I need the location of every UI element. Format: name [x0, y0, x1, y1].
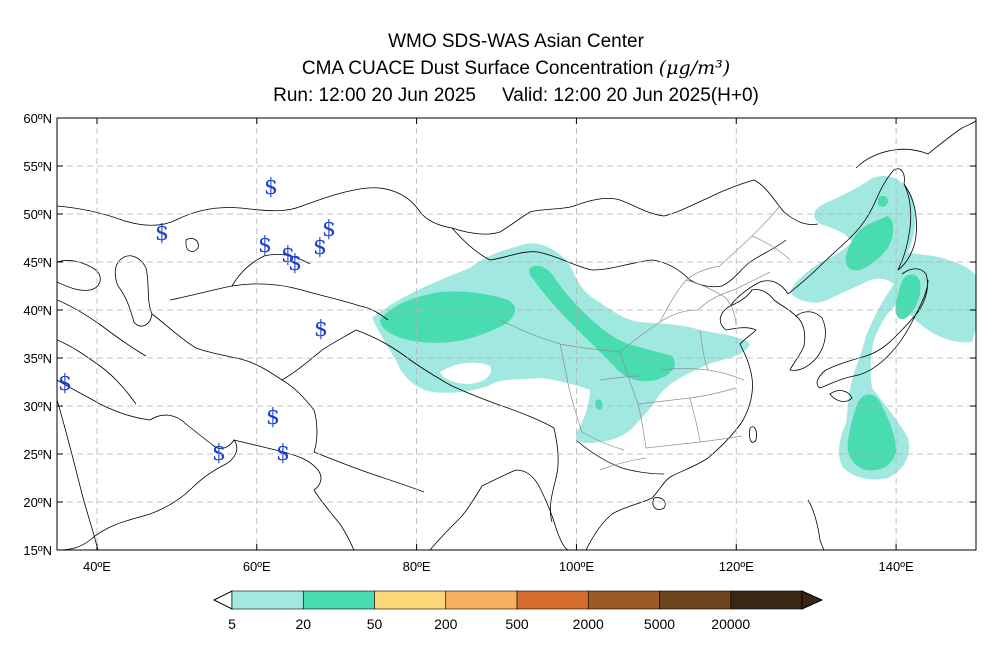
lat-tick-label: 35ºN — [23, 351, 52, 366]
map-title-center: WMO SDS-WAS Asian Center — [388, 31, 644, 52]
dust-core-spot-sichuan — [595, 399, 603, 410]
colorbar-segments — [231, 590, 803, 610]
dust-concentration-field — [372, 176, 976, 480]
dust-plume-continental — [372, 243, 750, 444]
map-title-time: Run: 12:00 20 Jun 2025 Valid: 12:00 20 Ju… — [0, 82, 1000, 109]
map-area: $ $ $ $ $ $ $ $ $ $ $ $ — [57, 119, 976, 550]
colorbar-over-triangle — [801, 590, 824, 610]
storm-symbol: $ — [288, 251, 302, 276]
colorbar-label: 5000 — [644, 616, 675, 632]
colorbar-label: 500 — [505, 616, 529, 632]
dust-core-tarim — [380, 291, 516, 343]
colorbar-label: 50 — [367, 616, 383, 632]
colorbar-label: 20 — [295, 616, 311, 632]
coastlines-and-borders — [57, 119, 976, 550]
lat-tick-label: 15ºN — [23, 543, 52, 558]
dust-core-japan-south — [847, 394, 896, 471]
colorbar-label: 20000 — [711, 616, 750, 632]
storm-symbols: $ $ $ $ $ $ $ $ $ $ $ $ — [58, 175, 336, 466]
dust-gap-tibet — [440, 362, 492, 384]
lon-tick-label: 140ºE — [879, 559, 914, 574]
dust-core-gobi — [529, 265, 675, 382]
colorbar-label: 2000 — [573, 616, 604, 632]
lat-tick-label: 50ºN — [23, 207, 52, 222]
storm-symbol: $ — [155, 221, 169, 246]
latitude-axis: 60ºN 55ºN 50ºN 45ºN 40ºN 35ºN 30ºN 25ºN 20ºN 15ºN — [23, 111, 976, 558]
graticule — [57, 118, 976, 550]
colorbar-segment — [516, 590, 589, 610]
colorbar: 5 20 50 200 500 2000 5000 20000 — [212, 590, 824, 632]
storm-symbol: $ — [314, 317, 328, 342]
concentration-unit: (μg/m³) — [658, 57, 731, 79]
lat-tick-label: 20ºN — [23, 495, 52, 510]
map-frame — [56, 117, 977, 551]
map-title-product: CMA CUACE Dust Surface Concentration (μg… — [0, 55, 1000, 82]
storm-symbol: $ — [276, 441, 290, 466]
province-boundaries — [499, 205, 791, 471]
dust-core-honshu — [895, 274, 921, 320]
lat-tick-label: 60ºN — [23, 111, 52, 126]
colorbar-segment — [374, 590, 447, 610]
storm-symbol: $ — [266, 405, 280, 430]
lon-tick-label: 100ºE — [559, 559, 594, 574]
colorbar-labels: 5 20 50 200 500 2000 5000 20000 — [228, 616, 750, 632]
lat-tick-label: 40ºN — [23, 303, 52, 318]
lon-tick-label: 120ºE — [719, 559, 754, 574]
valid-time: Valid: 12:00 20 Jun 2025(H+0) — [501, 85, 759, 106]
lon-tick-label: 40ºE — [83, 559, 111, 574]
lon-tick-label: 60ºE — [243, 559, 271, 574]
storm-symbol: $ — [258, 233, 272, 258]
longitude-axis: 40ºE 60ºE 80ºE 100ºE 120ºE 140ºE — [83, 118, 914, 574]
storm-symbol: $ — [212, 441, 226, 466]
lon-tick-label: 80ºE — [403, 559, 431, 574]
colorbar-segment — [659, 590, 732, 610]
colorbar-label: 5 — [228, 616, 236, 632]
dust-core-manchuria-a — [878, 195, 888, 207]
storm-symbol: $ — [313, 235, 327, 260]
colorbar-label: 200 — [434, 616, 458, 632]
storm-symbol: $ — [264, 175, 278, 200]
colorbar-segment — [231, 590, 304, 610]
lat-tick-label: 55ºN — [23, 159, 52, 174]
lat-tick-label: 25ºN — [23, 447, 52, 462]
colorbar-segment — [302, 590, 375, 610]
colorbar-segment — [587, 590, 660, 610]
colorbar-under-triangle — [212, 590, 233, 610]
lat-tick-label: 30ºN — [23, 399, 52, 414]
colorbar-segment — [730, 590, 803, 610]
dust-core-manchuria-b — [845, 216, 894, 271]
title-block: WMO SDS-WAS Asian Center CMA CUACE Dust … — [0, 28, 1000, 109]
product-name: CMA CUACE Dust Surface Concentration — [301, 58, 654, 79]
storm-symbol: $ — [322, 217, 336, 242]
lat-tick-label: 45ºN — [23, 255, 52, 270]
run-time: Run: 12:00 20 Jun 2025 — [273, 85, 476, 106]
colorbar-segment — [445, 590, 518, 610]
storm-symbol: $ — [58, 371, 72, 396]
